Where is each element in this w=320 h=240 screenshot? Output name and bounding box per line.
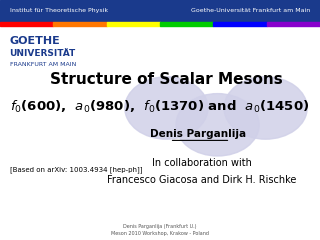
Text: In collaboration with: In collaboration with — [152, 158, 252, 168]
Text: GOETHE: GOETHE — [10, 36, 60, 46]
Circle shape — [224, 77, 307, 139]
Text: Denis Parganlija (Frankfurt U.): Denis Parganlija (Frankfurt U.) — [123, 224, 197, 229]
Text: Francesco Giacosa and Dirk H. Rischke: Francesco Giacosa and Dirk H. Rischke — [107, 175, 296, 185]
Text: UNIVERSITÄT: UNIVERSITÄT — [10, 49, 76, 58]
Bar — [267, 22, 320, 26]
Bar — [213, 22, 267, 26]
Text: $\mathit{f}_0$(600),  $\mathit{a}_0$(980),  $\mathit{f}_0$(1370) and  $\mathit{a: $\mathit{f}_0$(600), $\mathit{a}_0$(980)… — [10, 99, 310, 115]
Bar — [160, 22, 213, 26]
Text: Goethe-Universität Frankfurt am Main: Goethe-Universität Frankfurt am Main — [191, 8, 310, 13]
Bar — [0, 22, 53, 26]
Text: Denis Parganlija: Denis Parganlija — [150, 129, 246, 139]
Text: Structure of Scalar Mesons: Structure of Scalar Mesons — [50, 72, 283, 87]
Bar — [53, 22, 107, 26]
Circle shape — [125, 77, 208, 139]
Text: [Based on arXiv: 1003.4934 [hep-ph]]: [Based on arXiv: 1003.4934 [hep-ph]] — [10, 166, 142, 173]
Text: Institut für Theoretische Physik: Institut für Theoretische Physik — [10, 8, 108, 13]
Bar — [107, 22, 160, 26]
Text: Meson 2010 Workshop, Krakow - Poland: Meson 2010 Workshop, Krakow - Poland — [111, 232, 209, 236]
Circle shape — [176, 94, 259, 156]
Text: FRANKFURT AM MAIN: FRANKFURT AM MAIN — [10, 62, 76, 67]
Bar — [0, 0, 320, 22]
